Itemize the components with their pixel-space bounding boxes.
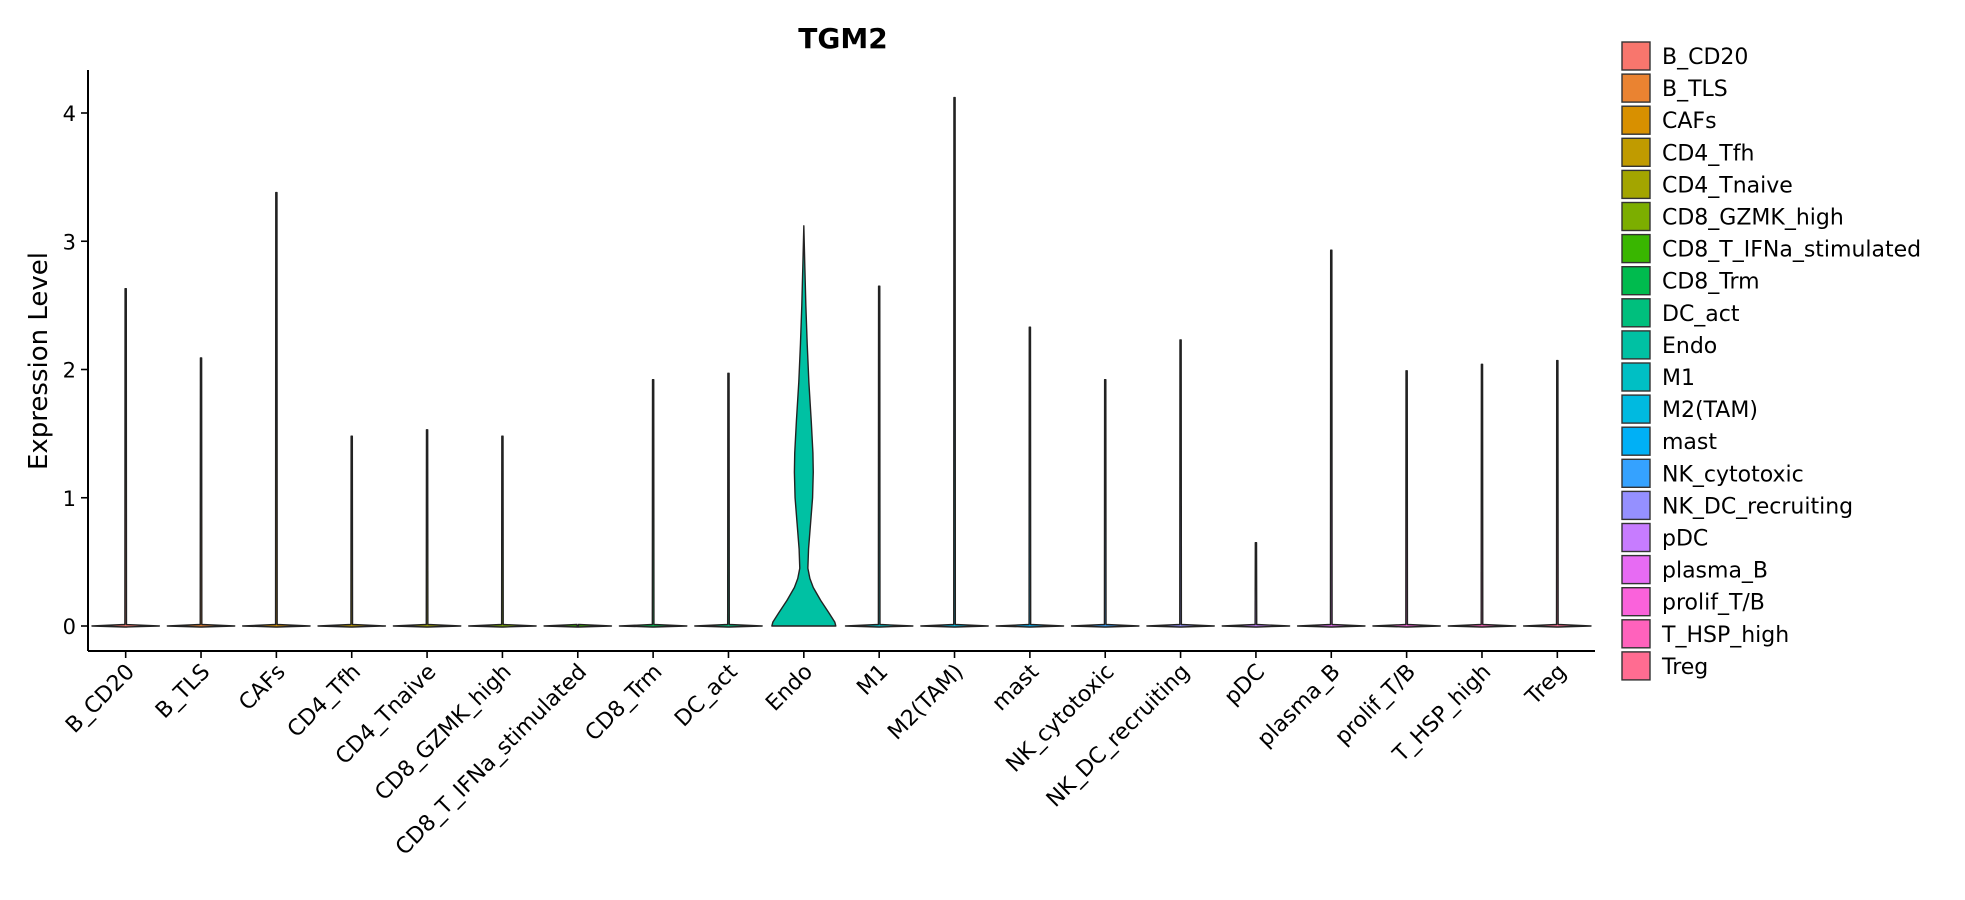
violin-dc-act [694,372,763,628]
y-tick-label: 0 [63,615,76,639]
legend-swatch [1621,394,1651,424]
legend-label: B_CD20 [1662,45,1748,70]
legend: B_CD20 B_TLS CAFs CD4_Tfh CD4_Tnaive CD8_GZMK… [1621,41,1921,681]
legend-label: NK_DC_recruiting [1662,494,1853,519]
x-tick-label: B_TLS [151,660,215,724]
violin-nk-cytotoxic [1070,379,1140,628]
legend-swatch [1621,105,1651,135]
violin-cd8-t-ifna-stimulated [543,623,613,628]
legend-swatch [1621,266,1651,296]
legend-label: B_TLS [1662,77,1728,102]
legend-label: pDC [1662,527,1708,552]
x-tick-label: CD8_GZMK_high [370,660,516,806]
legend-label: DC_act [1662,302,1740,327]
legend-swatch [1621,201,1651,232]
violin-m2-tam- [920,96,989,628]
legend-label: Treg [1661,655,1708,680]
legend-label: M1 [1662,366,1695,391]
violin-endo [771,225,837,627]
legend-label: CD4_Tnaive [1662,173,1793,198]
x-axis: B_CD20 B_TLS CAFsCD4_TfhCD4_TnaiveCD8_GZMK… [61,650,1595,860]
violin-cafs [242,191,311,628]
violin-t-hsp-high [1447,363,1517,628]
violin-mast [995,326,1065,628]
chart-title: TGM2 [798,22,887,55]
legend-label: CD4_Tfh [1662,141,1754,166]
legend-swatch [1621,233,1651,264]
legend-label: NK_cytotoxic [1662,462,1804,487]
legend-swatch [1621,490,1651,521]
x-tick-label: mast [988,659,1045,716]
x-tick-label: M1 [852,660,893,701]
violin-m1 [844,285,914,628]
y-axis: 0 1 2 3 4 [63,70,89,651]
x-tick-label: plasma_B [1253,660,1346,753]
legend-label: CD8_GZMK_high [1662,206,1844,231]
violin-pdc [1221,541,1291,628]
legend-swatch [1621,41,1651,71]
violin-plasma-b [1296,249,1366,628]
x-tick-label: CAFs [234,660,290,716]
legend-label: Endo [1662,334,1717,359]
x-tick-label: pDC [1220,660,1270,710]
y-tick-label: 4 [63,102,76,126]
legend-swatch [1621,426,1651,456]
legend-swatch [1621,522,1651,553]
legend-swatch [1621,619,1651,649]
violin-cd8-trm [618,379,688,628]
legend-swatch [1621,587,1651,617]
legend-swatch [1621,298,1651,328]
legend-label: prolif_T/B [1662,591,1765,616]
legend-swatch [1621,651,1651,681]
legend-swatch [1621,554,1651,585]
x-tick-label: DC_act [670,659,743,732]
x-tick-label: CD8_Trm [581,660,668,747]
x-tick-label: NK_DC_recruiting [1042,660,1195,813]
y-tick-label: 2 [63,359,76,383]
y-tick-label: 1 [63,487,76,511]
legend-label: CAFs [1662,109,1717,134]
legend-label: M2(TAM) [1662,398,1758,423]
x-tick-label: Endo [761,660,818,717]
violin-prolif-t-b [1372,370,1441,628]
violin-cd4-tnaive [392,429,462,628]
legend-label: T_HSP_high [1661,623,1789,648]
legend-swatch [1621,362,1651,392]
legend-swatch [1621,458,1651,488]
legend-label: mast [1662,430,1717,455]
violin-b-cd20 [91,288,161,628]
violin-cd4-tfh [317,435,387,628]
legend-swatch [1621,137,1651,168]
legend-label: CD8_Trm [1662,270,1760,295]
violin-nk-dc-recruiting [1146,339,1215,628]
legend-label: CD8_T_IFNa_stimulated [1662,238,1921,263]
legend-swatch [1621,73,1651,103]
x-tick-label: B_CD20 [61,660,140,739]
violin-b-tls [166,357,236,628]
legend-swatch [1621,330,1651,360]
violins [91,96,1592,628]
violin-cd8-gzmk-high [468,435,537,628]
legend-swatch [1621,169,1651,200]
violin-treg [1522,359,1592,628]
x-tick-label: M2(TAM) [883,660,968,745]
legend-label: plasma_B [1662,559,1768,584]
x-tick-label: Treg [1520,660,1571,711]
y-axis-label: Expression Level [24,252,54,470]
y-tick-label: 3 [63,230,76,254]
